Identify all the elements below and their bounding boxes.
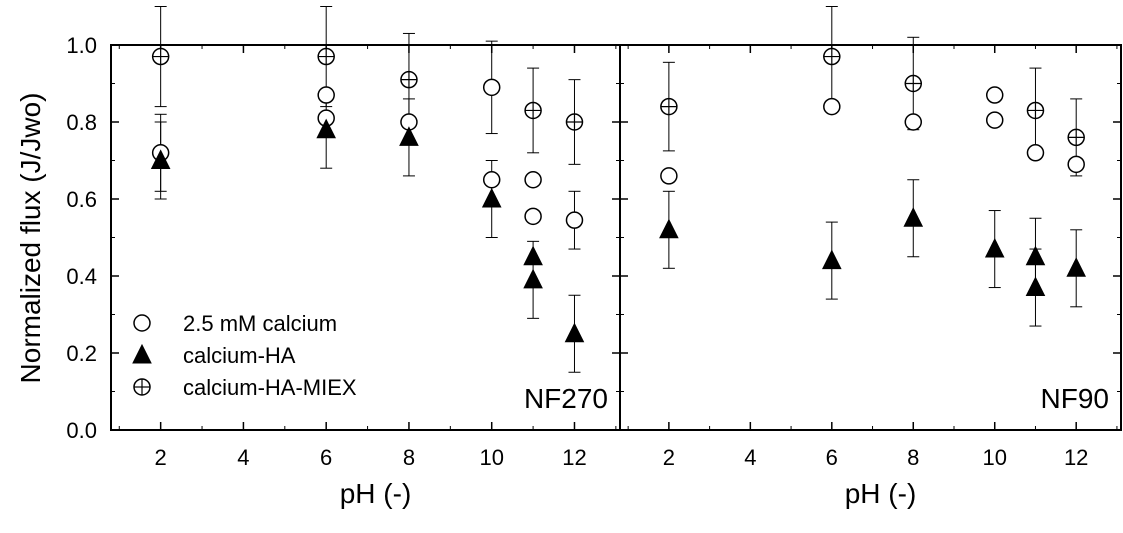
y-axis-title: Normalized flux (J/Jwo) [15,93,46,384]
data-point-filled-triangle [564,322,585,343]
x-tick-label: 2 [663,445,675,470]
data-point-open-circle [985,86,1004,104]
legend-label-calcium: 2.5 mM calcium [183,311,337,336]
legend: 2.5 mM calcium calcium-HA calcium-HA-MIE… [132,311,357,400]
x-tick-label: 4 [237,445,249,470]
x-tick-label: 6 [320,445,332,470]
data-marks [659,6,1087,327]
data-point-filled-triangle [1025,276,1046,297]
data-point-open-circle [660,167,678,185]
data-point-filled-triangle [523,245,543,266]
y-tick-label: 0.6 [66,187,97,212]
data-point-crossed-circle [565,113,584,131]
x-axis-ticks: 2 4 6 8 10 12 [627,45,1118,470]
data-point-filled-triangle [316,118,336,139]
x-axis-ticks: 2 4 6 8 10 12 [118,45,617,470]
x-tick-label: 10 [982,445,1006,470]
data-point-open-circle [524,171,542,189]
y-tick-label: 0.8 [66,110,97,135]
legend-marker-filled-triangle [132,343,152,364]
data-point-crossed-circle [1067,128,1085,147]
data-point-open-circle [985,111,1004,129]
data-point-crossed-circle [660,97,678,116]
x-axis-title: pH (-) [340,478,412,509]
data-point-filled-triangle [399,126,419,146]
data-point-open-circle [524,207,542,226]
data-point-crossed-circle [524,101,542,120]
panel-nf270: 0.0 0.2 0.4 0.6 0.8 1.0 2 4 6 8 10 12 pH (-) NF270… [66,6,621,509]
y-axis-ticks [620,44,1121,431]
panel-label: NF90 [1041,383,1109,414]
data-point-filled-triangle [659,218,679,239]
data-point-crossed-circle [1026,101,1045,120]
data-point-filled-triangle [1025,245,1046,266]
x-tick-label: 12 [562,445,586,470]
data-point-open-circle [823,97,841,116]
panel-label: NF270 [524,383,608,414]
data-point-open-circle [1067,155,1085,174]
data-point-filled-triangle [984,237,1005,258]
legend-marker-open-circle [133,314,151,332]
data-point-crossed-circle [151,47,170,66]
data-point-filled-triangle [821,249,842,270]
data-point-open-circle [565,211,584,229]
y-tick-label: 0.4 [66,264,97,289]
data-point-open-circle [1026,144,1045,162]
x-tick-label: 4 [744,445,756,470]
legend-label-calcium-ha-miex: calcium-HA-MIEX [183,375,357,400]
data-point-filled-triangle [481,187,502,208]
data-point-filled-triangle [523,268,543,289]
panel-frame [619,44,1122,431]
data-point-crossed-circle [904,74,923,93]
data-point-crossed-circle [400,70,418,89]
x-tick-label: 2 [155,445,167,470]
panel-nf90: 2 4 6 8 10 12 pH (-) NF90 [619,6,1122,509]
data-point-filled-triangle [150,149,171,169]
data-point-open-circle [904,113,923,131]
data-marks [150,6,585,373]
x-axis-title: pH (-) [845,478,917,509]
data-point-crossed-circle [823,47,841,66]
data-point-filled-triangle [1066,257,1087,277]
data-point-open-circle [482,171,501,189]
data-point-open-circle [482,78,501,97]
x-tick-label: 6 [826,445,838,470]
y-tick-label: 0.0 [66,418,97,443]
y-tick-label: 0.2 [66,341,97,366]
legend-marker-crossed-circle [133,378,151,396]
data-point-filled-triangle [903,207,924,227]
data-point-open-circle [317,86,335,104]
x-tick-label: 8 [403,445,415,470]
x-tick-label: 10 [479,445,503,470]
x-tick-label: 8 [907,445,919,470]
data-point-crossed-circle [317,47,335,66]
x-tick-label: 12 [1064,445,1088,470]
y-tick-label: 1.0 [66,33,97,58]
y-axis-ticks: 0.0 0.2 0.4 0.6 0.8 1.0 [66,33,620,443]
panel-frame [110,44,621,431]
legend-label-calcium-ha: calcium-HA [183,343,296,368]
